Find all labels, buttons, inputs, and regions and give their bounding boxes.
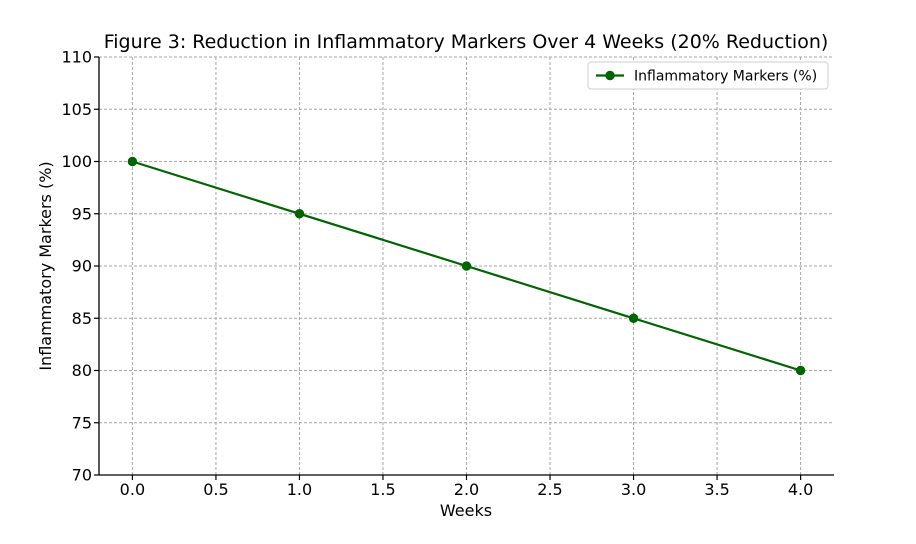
chart-title: Figure 3: Reduction in Inflammatory Mark… — [104, 31, 829, 53]
x-tick-label: 1.0 — [287, 480, 312, 499]
data-point — [795, 365, 806, 376]
x-ticks: 0.0 0.5 1.0 1.5 2.0 2.5 3.0 3.5 4.0 — [120, 475, 813, 499]
data-point — [294, 209, 305, 219]
y-tick-label: 100 — [61, 152, 92, 171]
x-axis-label: Weeks — [440, 501, 492, 520]
y-axis-label: Inflammatory Markers (%) — [36, 161, 55, 370]
legend: Inflammatory Markers (%) — [587, 61, 829, 90]
y-tick-label: 70 — [72, 466, 92, 485]
x-tick-label: 0.0 — [120, 480, 145, 499]
y-tick-label: 105 — [61, 100, 92, 119]
y-tick-label: 90 — [72, 257, 92, 276]
legend-box — [587, 61, 829, 90]
x-tick-label: 1.5 — [370, 480, 395, 499]
y-ticks: 70 75 80 85 90 95 100 105 110 — [61, 48, 99, 485]
legend-label: Inflammatory Markers (%) — [634, 69, 817, 85]
y-tick-label: 95 — [72, 204, 92, 223]
x-tick-label: 0.5 — [203, 480, 228, 499]
y-tick-label: 75 — [72, 413, 92, 432]
data-point — [127, 156, 138, 167]
x-tick-label: 2.0 — [454, 480, 479, 499]
x-tick-label: 2.5 — [537, 480, 562, 499]
y-tick-label: 110 — [61, 48, 92, 67]
y-tick-label: 80 — [72, 361, 92, 380]
data-point — [461, 261, 472, 271]
series-layer — [127, 156, 806, 376]
x-tick-label: 3.5 — [704, 480, 729, 499]
data-point — [628, 313, 639, 323]
x-tick-label: 3.0 — [621, 480, 646, 499]
x-tick-label: 4.0 — [788, 480, 813, 499]
y-tick-label: 85 — [72, 309, 92, 328]
legend-swatch-marker — [605, 70, 615, 81]
